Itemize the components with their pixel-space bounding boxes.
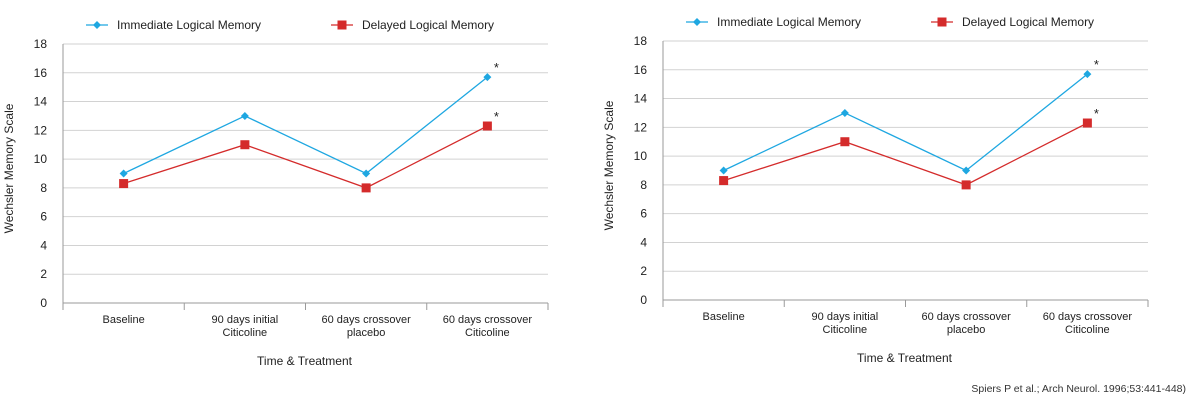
y-tick-label: 16 xyxy=(34,66,48,80)
data-point-delayed xyxy=(240,140,250,150)
x-axis-title: Time & Treatment xyxy=(857,351,953,365)
x-tick-label: Baseline xyxy=(703,311,745,323)
y-tick-label: 6 xyxy=(40,210,47,224)
data-point-delayed xyxy=(361,183,371,193)
data-point-delayed xyxy=(482,121,492,131)
y-tick-label: 16 xyxy=(634,63,648,77)
data-point-immediate xyxy=(483,73,492,82)
y-tick-label: 10 xyxy=(634,149,648,163)
x-tick-label: 60 days crossover Citicoline xyxy=(1043,311,1133,336)
y-tick-label: 8 xyxy=(640,178,647,192)
significance-asterisk: * xyxy=(1094,106,1099,121)
y-tick-label: 14 xyxy=(34,95,48,109)
data-point-delayed xyxy=(1082,118,1092,128)
x-axis-title: Time & Treatment xyxy=(257,354,353,368)
data-point-immediate xyxy=(362,169,371,178)
x-tick-label: 60 days crossover Citicoline xyxy=(443,314,533,339)
y-tick-label: 6 xyxy=(640,207,647,221)
y-tick-label: 12 xyxy=(34,123,48,137)
y-axis-title: Wechsler Memory Scale xyxy=(602,100,616,230)
data-point-immediate xyxy=(119,169,128,178)
legend-label-1: Delayed Logical Memory xyxy=(962,15,1094,29)
y-tick-label: 2 xyxy=(640,264,647,278)
data-point-immediate xyxy=(962,166,971,175)
y-tick-label: 10 xyxy=(34,152,48,166)
y-tick-label: 18 xyxy=(634,34,648,48)
y-tick-label: 18 xyxy=(34,37,48,51)
chart-right: 0 2 4 6 8 10 12 14 16 18 Baseline 90 days initial Ci… xyxy=(602,15,1149,365)
series-line-1 xyxy=(723,122,1088,186)
citation: Spiers P et al.; Arch Neurol. 1996;53:44… xyxy=(971,383,1186,395)
x-tick-label: 60 days crossover placebo xyxy=(921,311,1011,336)
y-tick-label: 2 xyxy=(40,267,47,281)
x-tick-label: 90 days initial Citicoline xyxy=(212,314,279,339)
series-line-1 xyxy=(123,125,488,189)
data-point-delayed xyxy=(719,176,729,186)
y-axis-title: Wechsler Memory Scale xyxy=(2,103,16,233)
data-point-immediate xyxy=(840,108,849,117)
chart-left: 0 2 4 6 8 10 12 14 16 18 Baseline 90 days initial Ci… xyxy=(2,18,549,368)
significance-asterisk: * xyxy=(1094,57,1099,72)
y-tick-label: 0 xyxy=(640,293,647,307)
legend-label-1: Delayed Logical Memory xyxy=(362,18,494,32)
legend-label-0: Immediate Logical Memory xyxy=(117,18,261,32)
y-tick-label: 8 xyxy=(40,181,47,195)
legend-label-0: Immediate Logical Memory xyxy=(717,15,861,29)
y-tick-label: 4 xyxy=(640,235,647,249)
data-point-delayed xyxy=(961,180,971,190)
data-point-delayed xyxy=(119,179,129,189)
x-tick-label: 90 days initial Citicoline xyxy=(812,311,879,336)
data-point-immediate xyxy=(1083,70,1092,79)
y-tick-label: 4 xyxy=(40,238,47,252)
legend-marker-diamond xyxy=(93,21,101,29)
y-tick-label: 12 xyxy=(634,120,648,134)
series-line-0 xyxy=(123,76,488,175)
legend-marker-square xyxy=(937,17,947,27)
significance-asterisk: * xyxy=(494,109,499,124)
x-tick-label: 60 days crossover placebo xyxy=(321,314,411,339)
data-point-immediate xyxy=(240,111,249,120)
series-line-0 xyxy=(723,73,1088,172)
data-point-delayed xyxy=(840,137,850,147)
significance-asterisk: * xyxy=(494,60,499,75)
legend-marker-square xyxy=(337,20,347,30)
legend-marker-diamond xyxy=(693,18,701,26)
y-tick-label: 14 xyxy=(634,92,648,106)
x-tick-label: Baseline xyxy=(103,314,145,326)
y-tick-label: 0 xyxy=(40,296,47,310)
data-point-immediate xyxy=(719,166,728,175)
